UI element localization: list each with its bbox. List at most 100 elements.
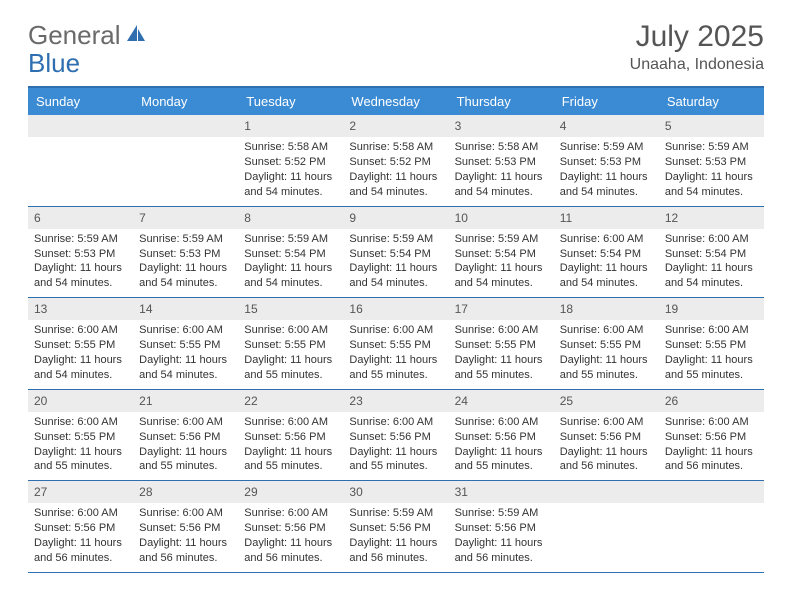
sunset-text: Sunset: 5:55 PM — [665, 338, 758, 353]
calendar-cell: 15Sunrise: 6:00 AMSunset: 5:55 PMDayligh… — [238, 298, 343, 389]
sunrise-text: Sunrise: 6:00 AM — [455, 323, 548, 338]
sunset-text: Sunset: 5:53 PM — [665, 155, 758, 170]
calendar-cell: 22Sunrise: 6:00 AMSunset: 5:56 PMDayligh… — [238, 390, 343, 481]
sunset-text: Sunset: 5:53 PM — [34, 247, 127, 262]
day-number: 18 — [554, 298, 659, 320]
daylight-text: Daylight: 11 hours and 54 minutes. — [244, 261, 337, 291]
logo-text-general: General — [28, 20, 121, 51]
daylight-text: Daylight: 11 hours and 56 minutes. — [349, 536, 442, 566]
logo-text-blue: Blue — [28, 48, 80, 78]
day-details: Sunrise: 5:58 AMSunset: 5:52 PMDaylight:… — [343, 137, 448, 205]
sunrise-text: Sunrise: 6:00 AM — [665, 415, 758, 430]
sunrise-text: Sunrise: 5:59 AM — [560, 140, 653, 155]
sunset-text: Sunset: 5:53 PM — [139, 247, 232, 262]
day-number: 23 — [343, 390, 448, 412]
calendar-cell: 21Sunrise: 6:00 AMSunset: 5:56 PMDayligh… — [133, 390, 238, 481]
sunrise-text: Sunrise: 6:00 AM — [560, 323, 653, 338]
daylight-text: Daylight: 11 hours and 56 minutes. — [244, 536, 337, 566]
day-number: 17 — [449, 298, 554, 320]
day-number: 30 — [343, 481, 448, 503]
day-number: . — [28, 115, 133, 137]
daylight-text: Daylight: 11 hours and 55 minutes. — [560, 353, 653, 383]
day-details: Sunrise: 6:00 AMSunset: 5:55 PMDaylight:… — [28, 320, 133, 388]
location-label: Unaaha, Indonesia — [630, 56, 764, 74]
day-details: Sunrise: 5:59 AMSunset: 5:53 PMDaylight:… — [554, 137, 659, 205]
sunrise-text: Sunrise: 5:58 AM — [455, 140, 548, 155]
calendar: Sunday Monday Tuesday Wednesday Thursday… — [28, 86, 764, 573]
day-number: 31 — [449, 481, 554, 503]
day-header: Wednesday — [343, 88, 448, 115]
calendar-cell: 29Sunrise: 6:00 AMSunset: 5:56 PMDayligh… — [238, 481, 343, 572]
day-number: 25 — [554, 390, 659, 412]
calendar-cell: . — [554, 481, 659, 572]
daylight-text: Daylight: 11 hours and 55 minutes. — [244, 445, 337, 475]
sunset-text: Sunset: 5:56 PM — [244, 430, 337, 445]
day-number: 6 — [28, 207, 133, 229]
calendar-cell: 5Sunrise: 5:59 AMSunset: 5:53 PMDaylight… — [659, 115, 764, 206]
calendar-cell: . — [28, 115, 133, 206]
calendar-cell: 6Sunrise: 5:59 AMSunset: 5:53 PMDaylight… — [28, 207, 133, 298]
sunset-text: Sunset: 5:55 PM — [455, 338, 548, 353]
day-details: Sunrise: 6:00 AMSunset: 5:56 PMDaylight:… — [554, 412, 659, 480]
calendar-cell: . — [133, 115, 238, 206]
day-number: 16 — [343, 298, 448, 320]
header: General July 2025 Unaaha, Indonesia — [28, 20, 764, 74]
day-details: Sunrise: 5:58 AMSunset: 5:52 PMDaylight:… — [238, 137, 343, 205]
calendar-cell: 27Sunrise: 6:00 AMSunset: 5:56 PMDayligh… — [28, 481, 133, 572]
daylight-text: Daylight: 11 hours and 54 minutes. — [560, 170, 653, 200]
day-details: Sunrise: 6:00 AMSunset: 5:56 PMDaylight:… — [343, 412, 448, 480]
day-details: Sunrise: 5:58 AMSunset: 5:53 PMDaylight:… — [449, 137, 554, 205]
sunrise-text: Sunrise: 5:59 AM — [139, 232, 232, 247]
sunrise-text: Sunrise: 5:59 AM — [665, 140, 758, 155]
day-number: 27 — [28, 481, 133, 503]
daylight-text: Daylight: 11 hours and 54 minutes. — [349, 170, 442, 200]
daylight-text: Daylight: 11 hours and 55 minutes. — [34, 445, 127, 475]
calendar-cell: 11Sunrise: 6:00 AMSunset: 5:54 PMDayligh… — [554, 207, 659, 298]
sunset-text: Sunset: 5:55 PM — [244, 338, 337, 353]
day-header-row: Sunday Monday Tuesday Wednesday Thursday… — [28, 88, 764, 115]
sunset-text: Sunset: 5:56 PM — [455, 430, 548, 445]
logo: General — [28, 20, 149, 51]
day-number: 3 — [449, 115, 554, 137]
daylight-text: Daylight: 11 hours and 55 minutes. — [349, 445, 442, 475]
sunrise-text: Sunrise: 6:00 AM — [34, 323, 127, 338]
day-details: Sunrise: 5:59 AMSunset: 5:54 PMDaylight:… — [343, 229, 448, 297]
calendar-cell: . — [659, 481, 764, 572]
calendar-cell: 26Sunrise: 6:00 AMSunset: 5:56 PMDayligh… — [659, 390, 764, 481]
calendar-cell: 23Sunrise: 6:00 AMSunset: 5:56 PMDayligh… — [343, 390, 448, 481]
day-details: Sunrise: 5:59 AMSunset: 5:56 PMDaylight:… — [343, 503, 448, 571]
sunrise-text: Sunrise: 6:00 AM — [560, 232, 653, 247]
day-details: Sunrise: 6:00 AMSunset: 5:55 PMDaylight:… — [554, 320, 659, 388]
sunset-text: Sunset: 5:52 PM — [349, 155, 442, 170]
day-details: Sunrise: 6:00 AMSunset: 5:56 PMDaylight:… — [659, 412, 764, 480]
day-number: 5 — [659, 115, 764, 137]
sunrise-text: Sunrise: 6:00 AM — [244, 415, 337, 430]
sail-icon — [125, 23, 147, 48]
sunset-text: Sunset: 5:54 PM — [560, 247, 653, 262]
day-details: Sunrise: 6:00 AMSunset: 5:56 PMDaylight:… — [238, 412, 343, 480]
calendar-cell: 19Sunrise: 6:00 AMSunset: 5:55 PMDayligh… — [659, 298, 764, 389]
day-details: Sunrise: 6:00 AMSunset: 5:56 PMDaylight:… — [133, 412, 238, 480]
day-header: Friday — [554, 88, 659, 115]
daylight-text: Daylight: 11 hours and 54 minutes. — [349, 261, 442, 291]
sunrise-text: Sunrise: 6:00 AM — [244, 323, 337, 338]
day-number: 19 — [659, 298, 764, 320]
calendar-cell: 31Sunrise: 5:59 AMSunset: 5:56 PMDayligh… — [449, 481, 554, 572]
day-header: Thursday — [449, 88, 554, 115]
daylight-text: Daylight: 11 hours and 54 minutes. — [139, 261, 232, 291]
calendar-cell: 9Sunrise: 5:59 AMSunset: 5:54 PMDaylight… — [343, 207, 448, 298]
day-header: Sunday — [28, 88, 133, 115]
calendar-cell: 16Sunrise: 6:00 AMSunset: 5:55 PMDayligh… — [343, 298, 448, 389]
calendar-cell: 14Sunrise: 6:00 AMSunset: 5:55 PMDayligh… — [133, 298, 238, 389]
day-header: Saturday — [659, 88, 764, 115]
calendar-week: ..1Sunrise: 5:58 AMSunset: 5:52 PMDaylig… — [28, 115, 764, 207]
sunset-text: Sunset: 5:55 PM — [34, 430, 127, 445]
calendar-week: 13Sunrise: 6:00 AMSunset: 5:55 PMDayligh… — [28, 298, 764, 390]
sunrise-text: Sunrise: 5:58 AM — [349, 140, 442, 155]
day-details: Sunrise: 6:00 AMSunset: 5:56 PMDaylight:… — [133, 503, 238, 571]
day-number: 4 — [554, 115, 659, 137]
logo-blue-row: Blue — [28, 48, 80, 79]
day-number: 9 — [343, 207, 448, 229]
sunset-text: Sunset: 5:56 PM — [665, 430, 758, 445]
daylight-text: Daylight: 11 hours and 54 minutes. — [139, 353, 232, 383]
